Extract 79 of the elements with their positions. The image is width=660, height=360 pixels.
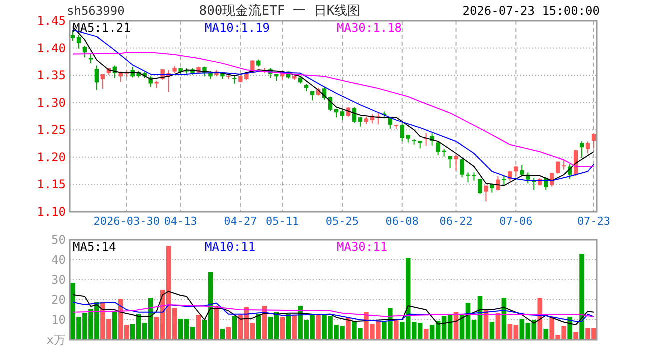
bar (286, 314, 291, 340)
y-tick-label: 20 (52, 293, 66, 307)
x-tick-label: 07-06 (500, 215, 533, 228)
x-tick-label: 05-25 (326, 215, 360, 228)
y-tick-label: 1.40 (37, 41, 66, 56)
candlestick (496, 176, 500, 192)
series-label: MA5:1.21 (73, 21, 131, 35)
bar (424, 329, 429, 340)
y-tick-label: 1.25 (37, 123, 66, 138)
candlestick (70, 30, 76, 42)
chart-subtitle: 2026-07-23 15:00:00 (462, 4, 600, 18)
text: sh563990 (67, 4, 125, 18)
y-tick-label: x万 (46, 333, 66, 347)
y-tick-label: 1.20 (37, 150, 66, 164)
candlestick (580, 141, 584, 158)
line-series (72, 304, 595, 318)
candlestick (448, 156, 452, 169)
bar (256, 314, 262, 340)
line-series (72, 52, 595, 168)
candlestick (358, 117, 363, 128)
line-series (72, 291, 595, 326)
x-tick-label: 04-13 (164, 215, 198, 228)
candlestick (340, 109, 345, 121)
candlestick (400, 123, 404, 142)
candlestick (556, 161, 560, 174)
bar (196, 315, 202, 340)
candlestick (94, 65, 100, 91)
bar (544, 329, 548, 340)
chart-title: 800现金流ETF 一 日K线图 (199, 3, 361, 19)
y-tick-label: 1.45 (37, 14, 66, 28)
text: MA30:11 (337, 240, 388, 254)
bar (568, 317, 572, 340)
candlestick (520, 164, 524, 178)
bar (226, 327, 232, 340)
bar (490, 322, 495, 340)
y-tick-label: 30 (52, 273, 66, 287)
candlestick (100, 74, 106, 90)
y-tick-label: 10 (52, 313, 66, 327)
candlestick (478, 178, 482, 194)
y-tick-label: 1.10 (37, 205, 66, 219)
candlestick (484, 185, 488, 202)
bar (262, 306, 268, 340)
x-tick-label: 04-27 (224, 215, 258, 228)
candlestick (82, 46, 88, 58)
bar (280, 317, 285, 340)
candlestick (502, 176, 506, 186)
bar (112, 311, 118, 340)
text: MA10:11 (205, 240, 256, 254)
candlestick (454, 154, 458, 172)
y-tick-label: 50 (52, 233, 66, 247)
candlestick (514, 166, 518, 178)
candlestick (592, 133, 596, 149)
y-tick-label: 1.30 (37, 96, 66, 110)
x-tick-label: 2026-03-30 (94, 215, 160, 228)
y-tick-label: 1.15 (37, 178, 66, 192)
candlestick (76, 34, 82, 50)
bar (346, 318, 351, 340)
x-tick-label: 06-22 (440, 215, 473, 228)
candlestick (586, 141, 590, 154)
x-tick-label: 06-08 (386, 215, 419, 228)
candlestick (532, 178, 536, 191)
text: MA5:14 (73, 240, 116, 254)
x-tick-label: 05-11 (266, 215, 300, 228)
bar (292, 315, 297, 340)
bar (316, 314, 321, 340)
bar (580, 254, 584, 340)
line-series (72, 302, 595, 322)
candlestick (460, 159, 464, 178)
bar (574, 332, 578, 340)
bar (394, 320, 399, 340)
x-tick-label: 07-23 (577, 215, 611, 228)
bar (232, 316, 238, 340)
y-tick-label: 40 (52, 253, 66, 267)
text: MA30:1.18 (337, 21, 402, 35)
candlestick (562, 159, 566, 170)
bar (220, 329, 226, 340)
bar (538, 298, 543, 340)
text: MA10:1.19 (205, 21, 270, 35)
y-tick-label: 1.35 (37, 68, 66, 83)
